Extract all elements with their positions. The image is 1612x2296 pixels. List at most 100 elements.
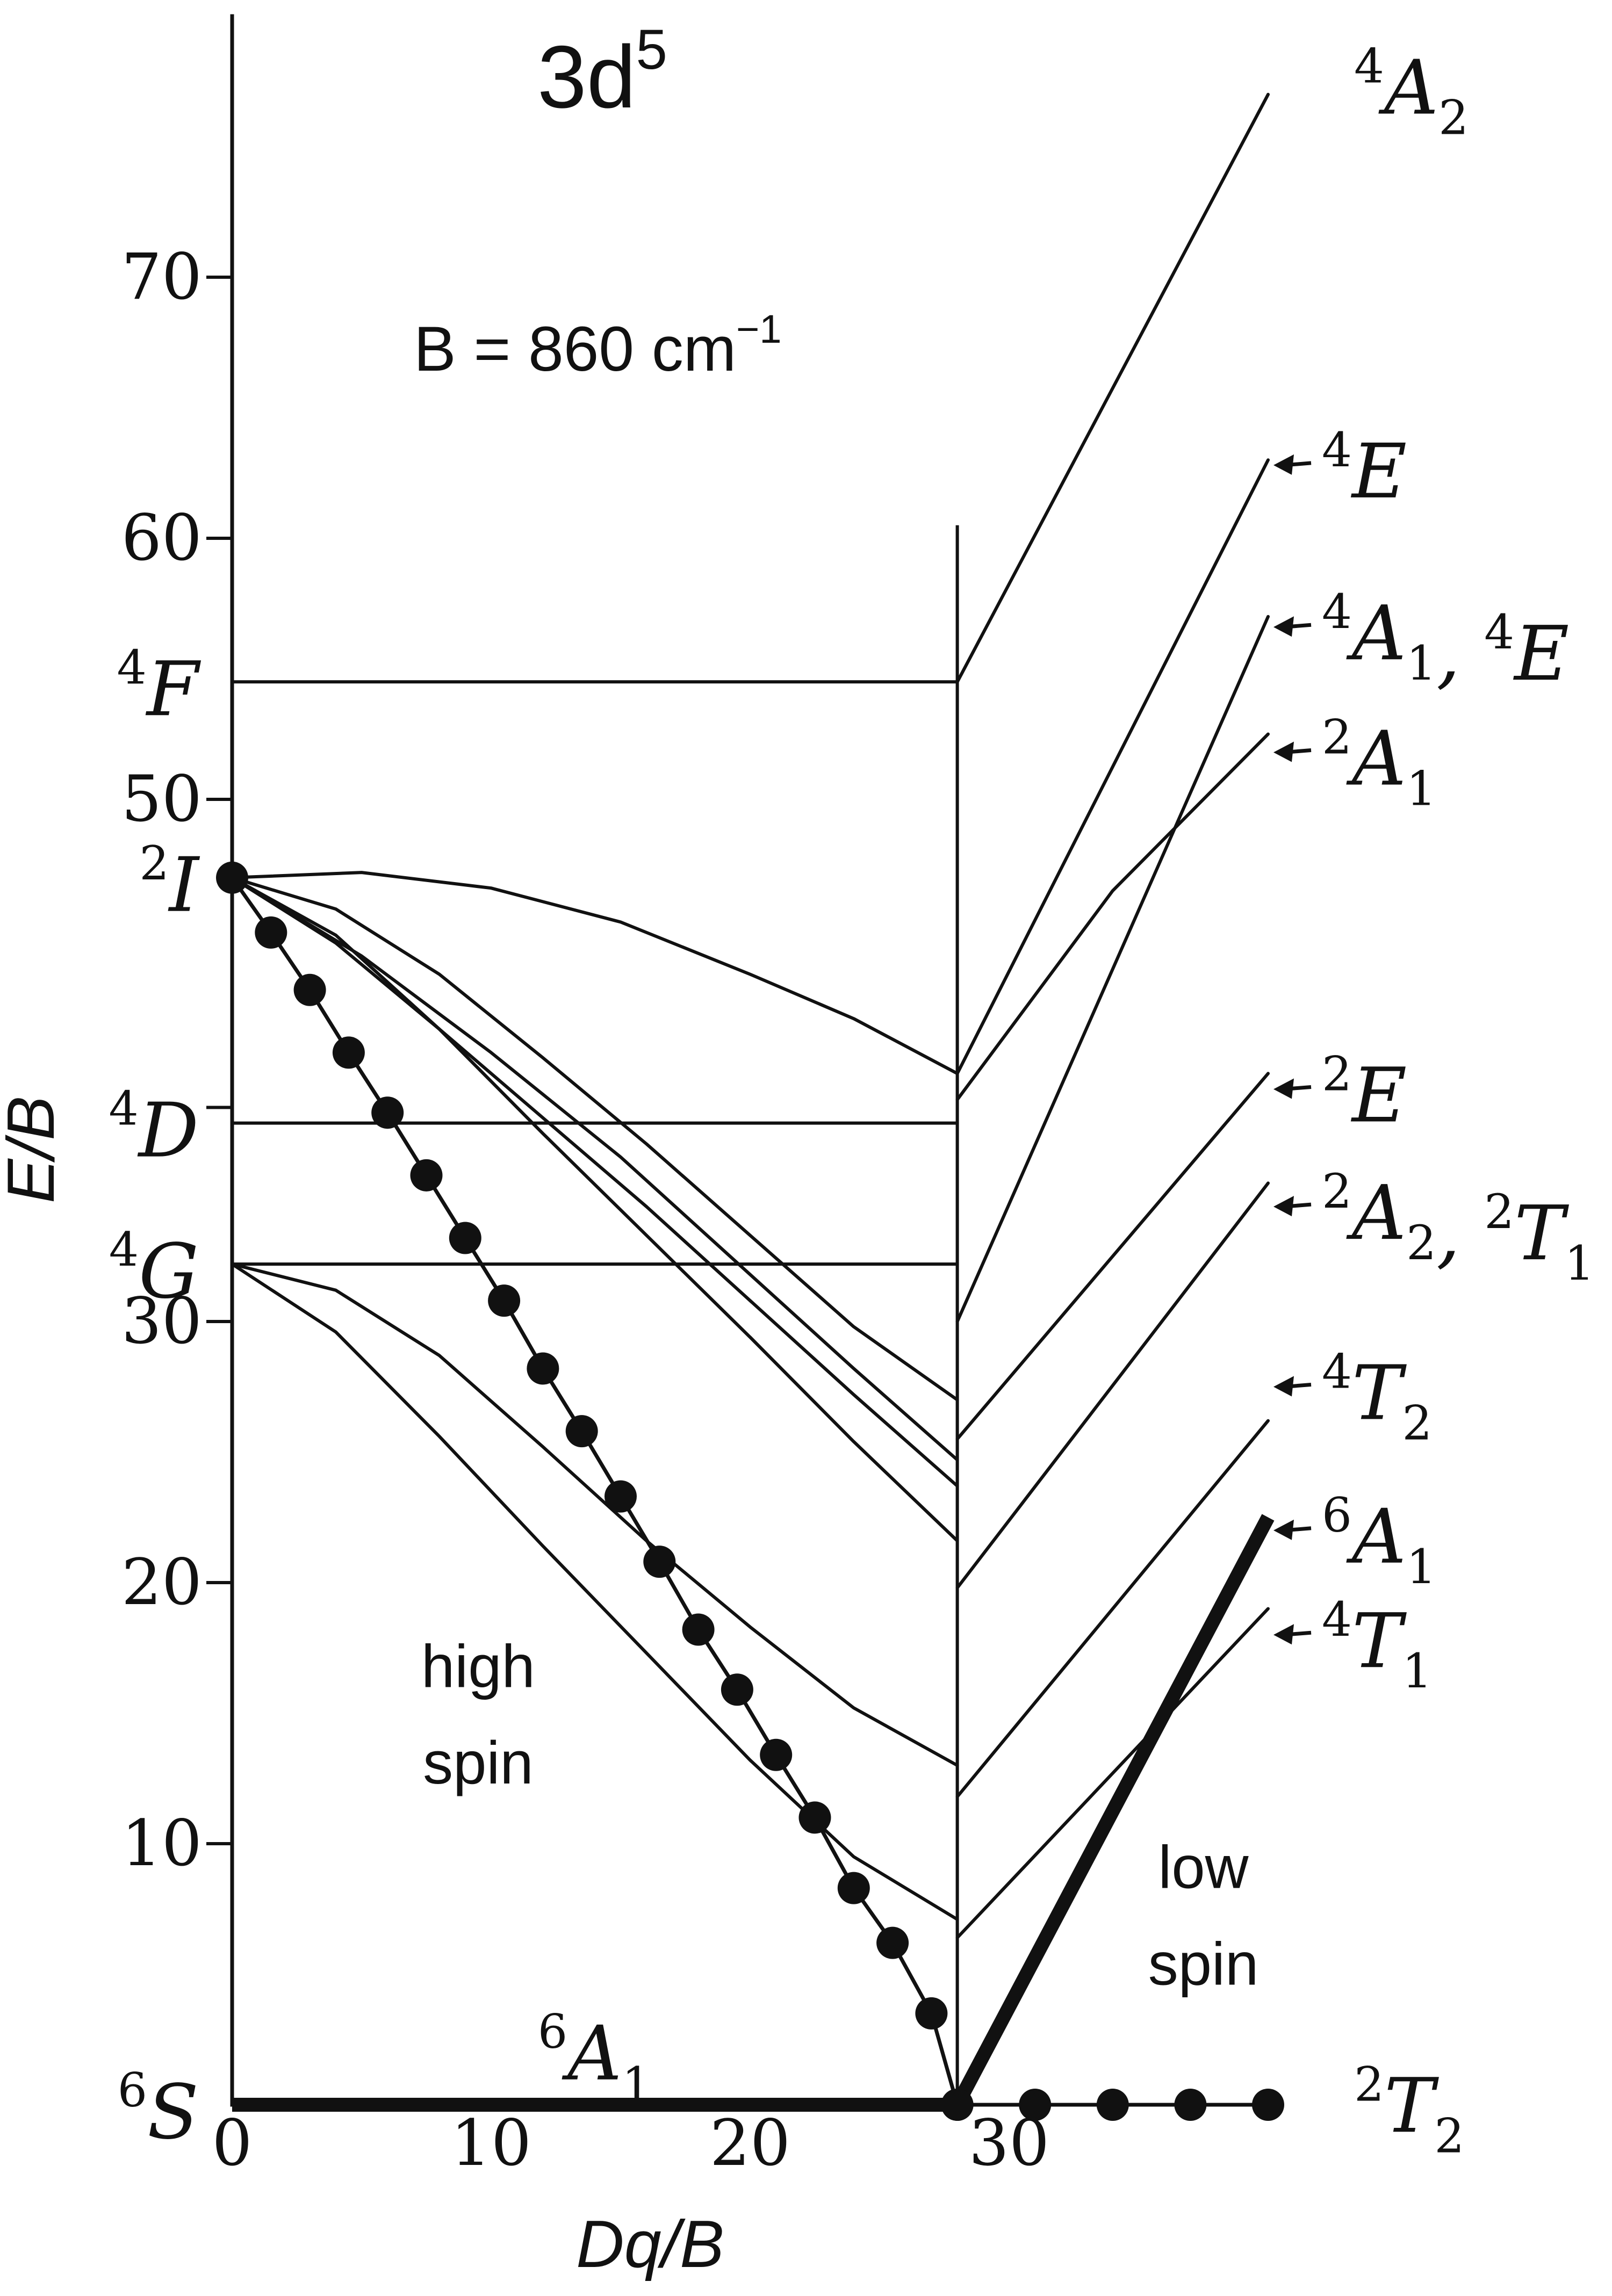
series-point-2T2-high-spin — [527, 1352, 559, 1385]
state-label-symbol: T — [1384, 2062, 1439, 2150]
free-ion-term-D-symbol: D — [137, 1087, 199, 1175]
series-point-2T2-low-spin — [1096, 2089, 1129, 2121]
ground-state-label: 6A1 — [538, 2004, 652, 2112]
state-label-subscript: 1 — [1406, 761, 1436, 817]
state-label-symbol: E — [1350, 428, 1407, 516]
state-label-subscript: 1 — [1402, 1643, 1432, 1699]
state-label-superscript: 4 — [1322, 1344, 1352, 1399]
state-label-subscript: 1 — [1406, 636, 1436, 691]
series-point-2T2-low-spin — [1019, 2089, 1052, 2121]
label-arrow-head — [1273, 1196, 1294, 1217]
chart-title-text: 3d — [537, 27, 636, 126]
series-line-2I-b — [231, 876, 959, 1462]
state-label-symbol: E — [1350, 1052, 1407, 1139]
chart-title-superscript: 5 — [636, 18, 667, 81]
state-label-subscript: 2 — [1406, 1215, 1436, 1270]
series-point-2T2-high-spin — [604, 1480, 637, 1513]
state-label: 6A1 — [1322, 1488, 1436, 1594]
label-arrow-head — [1273, 741, 1294, 762]
region-annotation: high — [421, 1633, 535, 1700]
series-point-2T2-low-spin — [1252, 2089, 1284, 2121]
free-ion-term-F-symbol: F — [145, 646, 202, 733]
free-ion-term-I-symbol: I — [168, 842, 200, 929]
state-label: 2A1 — [1322, 710, 1436, 817]
series-point-2T2-high-spin — [293, 973, 326, 1006]
series-line-4T2 — [955, 1419, 1270, 1799]
x-axis-ticks: 0 10 20 30 — [212, 2106, 1049, 2180]
region-annotation: spin — [423, 1729, 533, 1796]
chart-subtitle: B = 860 cm−1 — [414, 307, 782, 385]
series-line-4A2 — [955, 92, 1270, 684]
series-point-2T2-high-spin — [798, 1801, 831, 1834]
label-arrow-head — [1273, 454, 1294, 475]
state-label-superscript: 4 — [1322, 1592, 1352, 1647]
y-axis-title: E/B — [0, 1096, 68, 1203]
label-arrow-head — [1273, 1376, 1294, 1397]
y-tick-label: 70 — [121, 240, 202, 314]
free-ion-term-D-superscript: 4 — [109, 1081, 138, 1136]
state-label-symbol: A — [1346, 716, 1406, 803]
state-label-subscript: 2 — [1438, 90, 1469, 146]
state-label-superscript: 4 — [1354, 39, 1384, 94]
state-label-subscript: 1 — [1406, 1539, 1436, 1594]
series-point-2T2-high-spin — [371, 1096, 404, 1129]
state-label-symbol: A — [1346, 1169, 1406, 1257]
free-ion-term-S-superscript: 6 — [118, 2063, 147, 2118]
y-tick-label: 20 — [121, 1545, 202, 1619]
state-label-superscript: 4 — [1322, 584, 1352, 639]
free-ion-term-I: 2I — [139, 836, 200, 929]
x-tick-label: 20 — [710, 2106, 790, 2180]
series-line-2A1 — [955, 732, 1270, 1101]
series-line-4T1 — [955, 1607, 1270, 1939]
free-ion-term-D: 4D — [109, 1081, 199, 1175]
ground-state-label-subscript: 1 — [622, 2057, 651, 2112]
y-tick-label: 50 — [121, 762, 202, 836]
ground-state-label-symbol: A — [562, 2010, 622, 2098]
state-label-symbol: T — [1352, 1598, 1407, 1685]
state-label-superscript: 2 — [1354, 2056, 1384, 2112]
series-point-2T2-low-spin — [941, 2089, 974, 2121]
state-label-superscript: 4 — [1484, 604, 1514, 660]
series-point-2T2-high-spin — [760, 1738, 793, 1771]
series-point-2T2-low-spin — [1174, 2089, 1207, 2121]
series-point-2T2-high-spin — [410, 1159, 443, 1192]
series-line-2I-c — [231, 876, 959, 1402]
state-label: 4A1, 4E — [1322, 584, 1569, 698]
state-label-symbol: T — [1352, 1350, 1407, 1438]
state-label-separator: , — [1436, 610, 1484, 698]
state-label-symbol: A — [1346, 590, 1406, 677]
series-point-2T2-high-spin — [449, 1222, 481, 1254]
series-line-2A2-2T1 — [955, 1181, 1270, 1590]
series-layer — [216, 92, 1284, 2121]
state-label: 4A2 — [1354, 39, 1469, 146]
series-line-4E-top — [955, 458, 1270, 1075]
series-point-2T2-high-spin — [488, 1284, 521, 1317]
series-line-4G-b — [231, 1262, 959, 1921]
axes — [230, 14, 959, 2107]
y-tick-label: 60 — [121, 501, 202, 575]
free-ion-term-S: 6S — [118, 2063, 199, 2156]
series-line-4G-a — [231, 1262, 959, 1767]
free-ion-term-I-superscript: 2 — [139, 836, 169, 891]
state-label-superscript: 2 — [1322, 1046, 1352, 1101]
free-ion-term-S-symbol: S — [147, 2069, 199, 2156]
series-point-2T2-high-spin — [565, 1415, 598, 1448]
free-ion-term-G-symbol: G — [139, 1228, 199, 1316]
state-label-separator: , — [1436, 1190, 1484, 1277]
region-annotations: high spin low spin — [421, 1633, 1258, 1997]
region-annotation: low — [1158, 1834, 1249, 1901]
state-label-superscript: 4 — [1322, 422, 1352, 478]
label-arrow-head — [1273, 1624, 1294, 1645]
x-tick-label: 10 — [451, 2106, 531, 2180]
series-point-2T2-high-spin — [721, 1673, 753, 1706]
region-annotation: spin — [1148, 1930, 1258, 1997]
x-tick-label: 0 — [212, 2106, 252, 2180]
series-line-2I-e — [231, 876, 959, 1488]
series-line-4A1-4E — [955, 615, 1270, 1323]
y-tick-label: 30 — [121, 1284, 202, 1358]
state-label: 4T1 — [1322, 1592, 1432, 1699]
series-point-2T2-high-spin — [915, 1997, 948, 2030]
state-label: 4T2 — [1322, 1344, 1432, 1451]
